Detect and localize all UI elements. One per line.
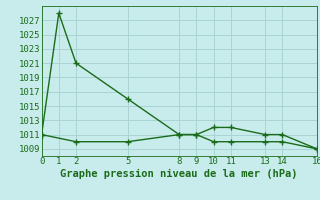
- X-axis label: Graphe pression niveau de la mer (hPa): Graphe pression niveau de la mer (hPa): [60, 169, 298, 179]
